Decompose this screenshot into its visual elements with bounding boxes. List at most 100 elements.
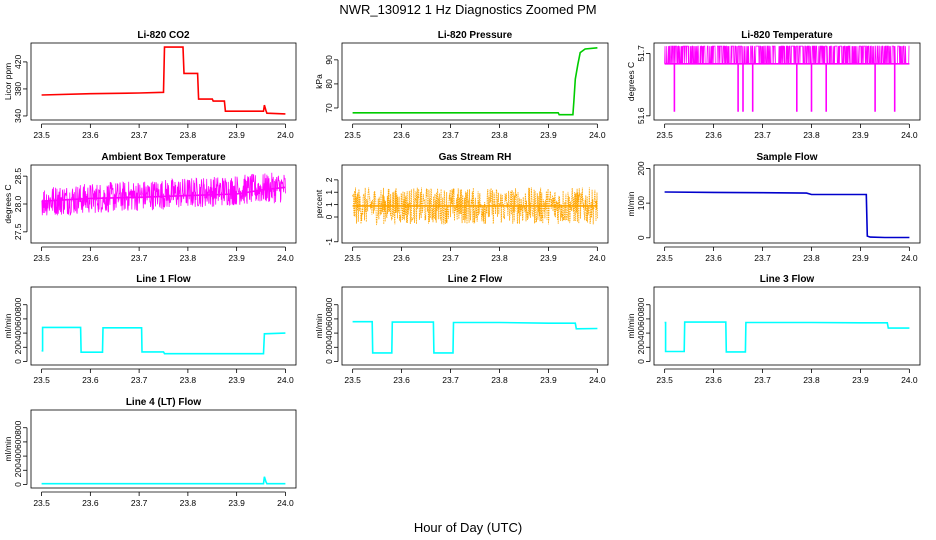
y-tick-label: 0 <box>636 359 646 364</box>
panel-line3: Line 3 Flow ml/min 23.5 23.6 23.7 23.8 23.9 24.… <box>626 274 921 385</box>
x-tick-label: 24.0 <box>901 375 918 385</box>
panel-frame <box>341 42 609 121</box>
figure-title: NWR_130912 1 Hz Diagnostics Zoomed PM <box>339 2 596 17</box>
x-tick-label: 23.9 <box>540 375 557 385</box>
y-tick-label: 400 <box>13 326 23 340</box>
y-axis: 0 100 200 <box>636 161 651 240</box>
panel-frame <box>653 42 921 121</box>
y-axis-label: ml/min <box>626 191 636 216</box>
y-axis-label: degrees C <box>3 184 13 223</box>
x-tick-label: 23.7 <box>754 130 771 140</box>
y-axis-label: ml/min <box>3 436 13 461</box>
series-line-sampleflow <box>664 191 910 239</box>
series-line-line3 <box>664 321 910 353</box>
series-noise-li820temp <box>664 45 910 65</box>
series-line-li820temp <box>664 62 910 112</box>
y-tick-label: 90 <box>324 55 334 65</box>
y-axis-label: ml/min <box>626 313 636 338</box>
y-tick-label: 51.6 <box>636 107 646 124</box>
y-tick-label: 800 <box>13 420 23 434</box>
x-tick-label: 23.5 <box>344 253 361 263</box>
y-tick-label: 600 <box>324 312 334 326</box>
x-tick-label: 23.7 <box>131 375 148 385</box>
x-tick-label: 23.8 <box>491 375 508 385</box>
y-tick-label: 600 <box>13 435 23 449</box>
y-axis-label: percent <box>314 189 324 218</box>
x-tick-label: 23.8 <box>180 375 197 385</box>
x-tick-label: 23.6 <box>82 130 99 140</box>
x-tick-label: 23.9 <box>228 498 245 508</box>
x-tick-label: 23.7 <box>754 375 771 385</box>
x-axis: 23.5 23.6 23.7 23.8 23.9 24.0 <box>344 123 606 140</box>
panel-frame <box>30 42 297 121</box>
x-tick-label: 23.5 <box>656 130 673 140</box>
y-tick-label: 600 <box>636 312 646 326</box>
y-tick-label: 200 <box>324 340 334 354</box>
series-noise-rh <box>352 187 598 226</box>
x-axis: 23.5 23.6 23.7 23.8 23.9 24.0 <box>656 246 918 263</box>
y-axis-label: ml/min <box>314 313 324 338</box>
x-tick-label: 23.8 <box>180 130 197 140</box>
x-tick-label: 23.5 <box>344 130 361 140</box>
y-tick-label: 400 <box>13 449 23 463</box>
x-tick-label: 23.7 <box>442 130 459 140</box>
figure-x-axis-label: Hour of Day (UTC) <box>414 520 522 535</box>
y-tick-label: 800 <box>13 297 23 311</box>
panel-frame <box>30 409 297 489</box>
x-tick-label: 23.6 <box>705 375 722 385</box>
y-tick-label: 0 <box>636 235 646 240</box>
x-tick-label: 23.7 <box>442 375 459 385</box>
x-tick-label: 23.9 <box>228 253 245 263</box>
y-tick-label: 380 <box>13 82 23 96</box>
y-tick-label: 420 <box>13 55 23 69</box>
y-tick-label: 340 <box>13 109 23 123</box>
y-tick-label: 0 <box>324 214 334 219</box>
x-tick-label: 23.7 <box>442 253 459 263</box>
y-axis: -1 0 1 1 2 <box>324 177 339 246</box>
y-axis: 70 80 90 <box>324 55 339 113</box>
x-tick-label: 23.6 <box>393 130 410 140</box>
x-tick-label: 23.8 <box>180 253 197 263</box>
panel-title: Line 1 Flow <box>136 274 191 285</box>
x-tick-label: 23.6 <box>82 498 99 508</box>
x-tick-label: 23.8 <box>491 253 508 263</box>
y-tick-label: 80 <box>324 79 334 89</box>
y-tick-label: 0 <box>13 359 23 364</box>
x-tick-label: 24.0 <box>277 498 294 508</box>
x-tick-label: 23.9 <box>852 375 869 385</box>
panel-frame <box>341 286 609 366</box>
y-tick-label: 400 <box>324 326 334 340</box>
y-tick-label: 2 <box>324 177 334 182</box>
x-tick-label: 23.9 <box>540 130 557 140</box>
y-tick-label: 0 <box>13 482 23 487</box>
y-axis-label: kPa <box>314 74 324 89</box>
series-line-co2 <box>41 46 286 115</box>
panel-title: Line 2 Flow <box>448 274 503 285</box>
y-axis-label: ml/min <box>3 313 13 338</box>
series-line-line1 <box>41 326 286 355</box>
x-axis: 23.5 23.6 23.7 23.8 23.9 24.0 <box>656 368 918 385</box>
y-tick-label: 27.5 <box>13 223 23 240</box>
x-tick-label: 23.8 <box>491 130 508 140</box>
panel-title: Li-820 Temperature <box>741 30 833 41</box>
y-axis: 27.5 28.0 28.5 <box>13 168 28 240</box>
x-tick-label: 24.0 <box>589 130 606 140</box>
y-tick-label: 200 <box>13 463 23 477</box>
x-tick-label: 23.6 <box>82 375 99 385</box>
panel-title: Line 3 Flow <box>760 274 815 285</box>
y-tick-label: 70 <box>324 103 334 113</box>
x-tick-label: 24.0 <box>277 253 294 263</box>
panel-frame <box>653 286 921 366</box>
x-axis: 23.5 23.6 23.7 23.8 23.9 24.0 <box>33 491 294 508</box>
x-tick-label: 23.7 <box>131 498 148 508</box>
x-tick-label: 24.0 <box>901 130 918 140</box>
x-tick-label: 23.5 <box>344 375 361 385</box>
series-line-line4 <box>41 476 286 485</box>
x-tick-label: 24.0 <box>901 253 918 263</box>
y-tick-label: 800 <box>324 297 334 311</box>
